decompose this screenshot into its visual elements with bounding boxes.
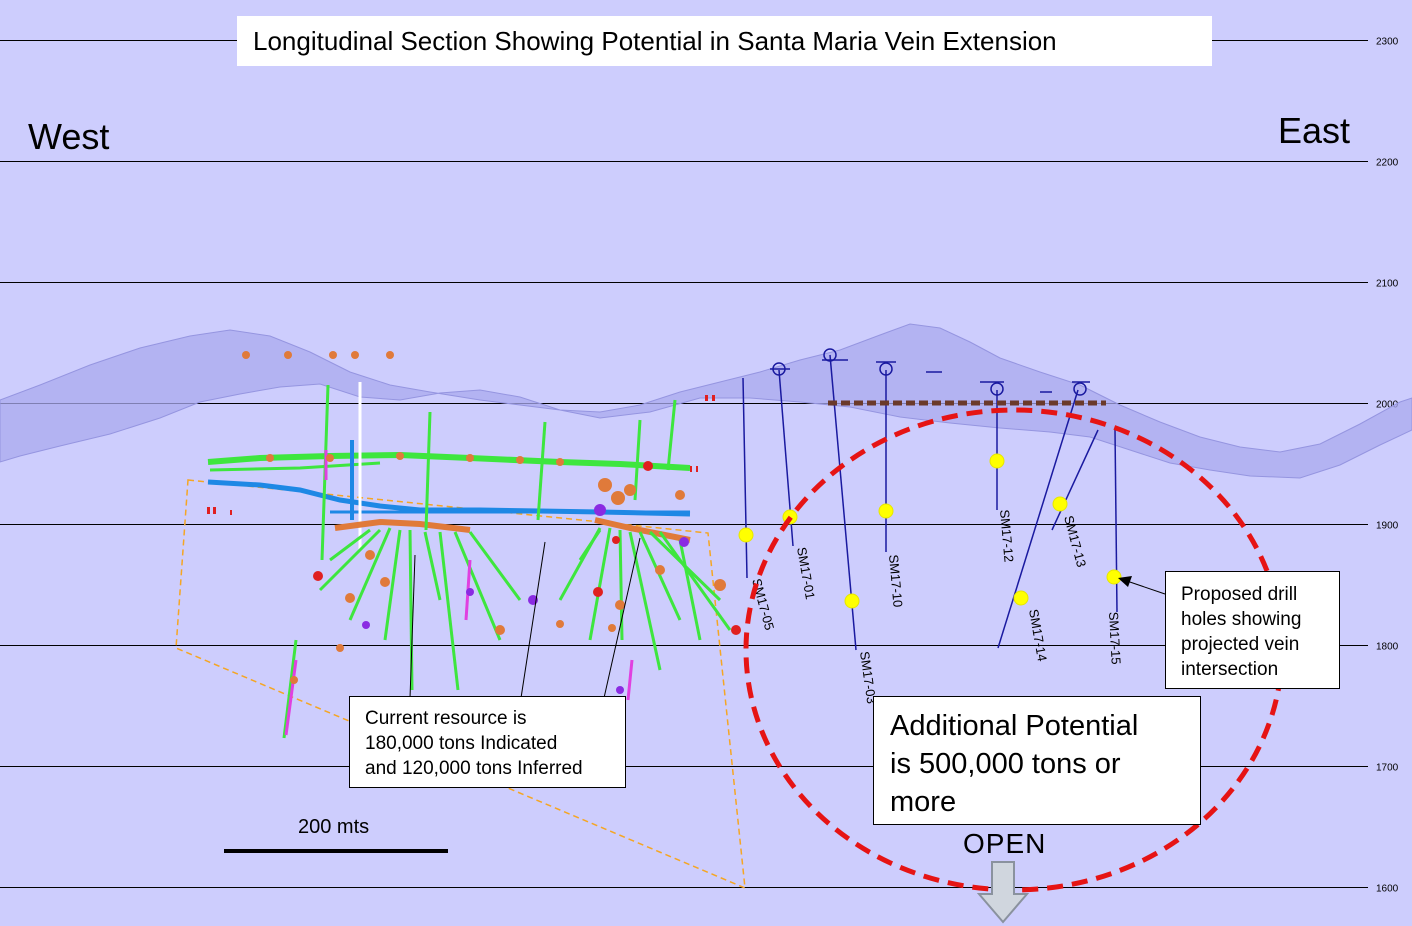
drill-label-sm17-03: SM17-03 <box>857 650 879 704</box>
callout-line: and 120,000 tons Inferred <box>365 758 583 779</box>
callout-line: projected vein <box>1181 634 1300 655</box>
elevation-tick-label: 1800 <box>1376 642 1399 653</box>
drill-label-sm17-13: SM17-13 <box>1061 514 1089 569</box>
elevation-tick-label: 2300 <box>1376 37 1399 48</box>
elevation-tick-label: 1700 <box>1376 763 1399 774</box>
drill-label-sm17-15: SM17-15 <box>1106 611 1124 664</box>
callout-line: Proposed drill <box>1181 584 1298 605</box>
drill-label-sm17-14: SM17-14 <box>1026 608 1050 663</box>
proposed-holes-callout: Proposed drill holes showing projected v… <box>1165 571 1340 689</box>
drill-collars <box>770 348 1090 396</box>
section-title: Longitudinal Section Showing Potential i… <box>237 16 1212 66</box>
callout-line: 180,000 tons Indicated <box>365 733 558 754</box>
west-label: West <box>28 116 110 157</box>
callout-line: Current resource is <box>365 708 527 729</box>
upper-drift <box>207 451 691 471</box>
drill-label-sm17-05: SM17-05 <box>749 577 777 632</box>
drill-label-sm17-10: SM17-10 <box>886 554 906 608</box>
elevation-grid <box>0 40 1368 888</box>
elevation-axis: 2300 2200 2100 2000 1900 1800 1700 1600 <box>1376 37 1399 895</box>
callout-line: Additional Potential <box>890 710 1139 742</box>
drill-label-sm17-01: SM17-01 <box>794 546 818 601</box>
existing-workings <box>207 351 741 739</box>
open-arrow <box>976 861 1030 924</box>
elevation-tick-label: 2000 <box>1376 400 1399 411</box>
east-label: East <box>1278 110 1351 151</box>
additional-potential-callout: Additional Potential is 500,000 tons or … <box>873 696 1201 825</box>
elevation-tick-label: 1900 <box>1376 521 1399 532</box>
proposed-arrowhead <box>1118 576 1132 587</box>
elevation-tick-label: 2200 <box>1376 158 1399 169</box>
current-resource-callout: Current resource is 180,000 tons Indicat… <box>349 696 626 788</box>
elevation-tick-label: 1600 <box>1376 884 1399 895</box>
resource-leader <box>409 554 416 699</box>
scale-bar-label: 200 mts <box>298 816 370 838</box>
drill-label-sm17-12: SM17-12 <box>997 509 1017 563</box>
open-label: OPEN <box>963 828 1047 859</box>
callout-line: intersection <box>1181 659 1279 680</box>
current-resource-outline <box>175 479 746 890</box>
callout-line: is 500,000 tons or <box>890 748 1121 780</box>
callout-line: more <box>890 786 957 818</box>
terrain-surface <box>0 323 1412 479</box>
elevation-tick-label: 2100 <box>1376 279 1399 290</box>
vein-intersections <box>738 453 1122 609</box>
proposed-leader <box>1123 579 1166 595</box>
callout-line: holes showing <box>1181 609 1302 630</box>
